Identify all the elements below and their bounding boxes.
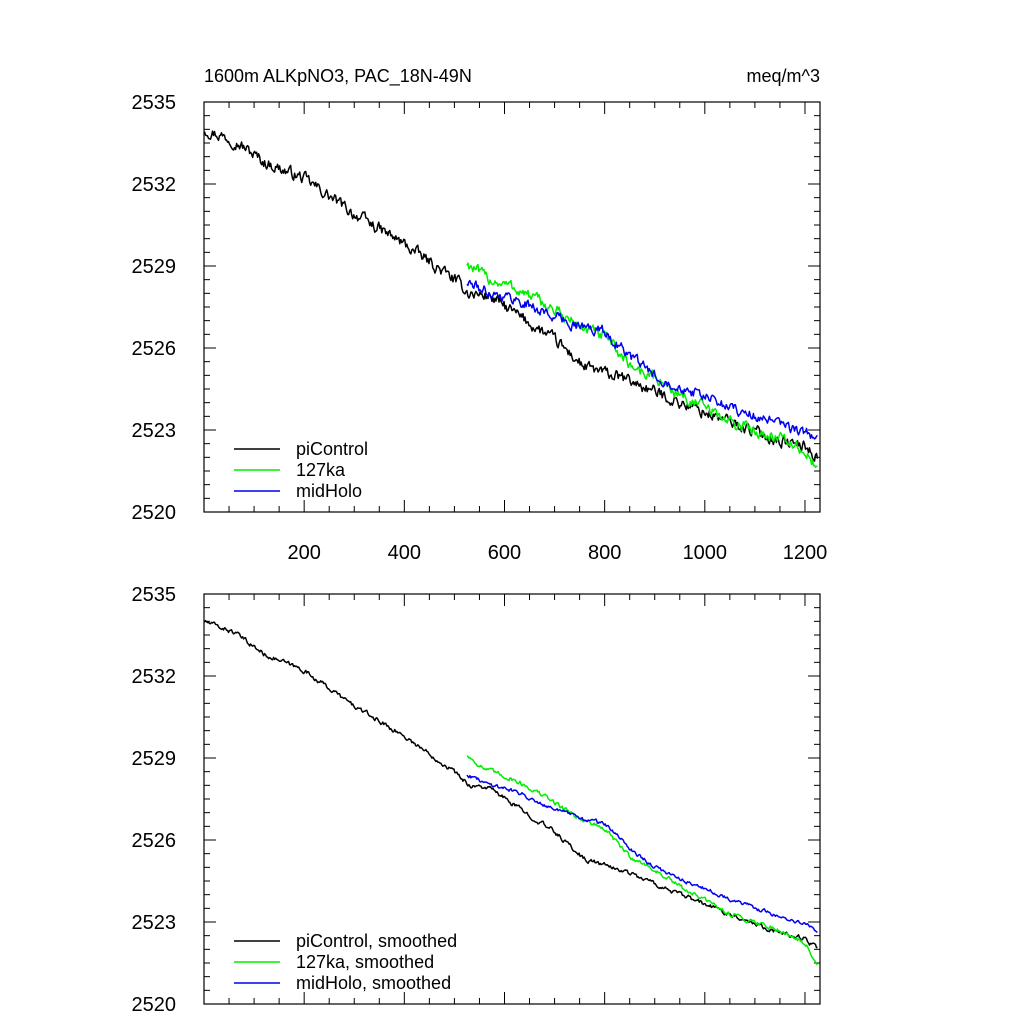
x-tick-label: 1200 [783,542,828,564]
series-line-piControl [203,130,819,462]
series-group-top [203,130,819,469]
legend-label: midHolo, smoothed [296,973,451,993]
x-tick-label: 400 [388,542,421,564]
legend-label: piControl [296,439,368,459]
axes-bottom: 2520 2523 2526 2529 2532 2535 [132,584,820,1016]
chart-title: 1600m ALKpNO3, PAC_18N-49N [204,66,472,87]
legend-label: piControl, smoothed [296,931,457,951]
y-tick-label: 2520 [132,994,177,1016]
y-tick-label: 2520 [132,502,177,524]
series-line-127ka [466,755,819,966]
series-line-midHolo [466,279,818,440]
x-tick-label: 200 [287,542,320,564]
plot-frame-top [203,101,821,513]
x-tick-label: 1000 [683,542,728,564]
series-group-bottom [203,619,819,966]
legend-label: 127ka [296,460,346,480]
chart-units: meq/m^3 [747,66,820,86]
y-tick-label: 2523 [132,420,177,442]
chart-bottom: 2520 2523 2526 2529 2532 2535 piControl, smoo… [132,584,821,1016]
series-line-piControl [203,619,818,949]
y-tick-label: 2529 [132,748,177,770]
chart-top: 1600m ALKpNO3, PAC_18N-49N meq/m^3 25202… [132,66,828,564]
legend-label: 127ka, smoothed [296,952,434,972]
x-tick-label: 600 [488,542,521,564]
y-tick-label: 2532 [132,174,177,196]
x-tick-label: 800 [588,542,621,564]
y-tick-label: 2523 [132,912,177,934]
series-line-127ka [466,262,818,469]
y-tick-label: 2532 [132,666,177,688]
y-tick-label: 2526 [132,338,177,360]
plot-frame-bottom [203,593,821,1005]
axes-top: 2520 2523 2526 2529 2532 2535 200 400 600 800 1000… [132,92,828,564]
y-tick-label: 2529 [132,256,177,278]
series-line-midHolo [466,774,818,933]
y-tick-label: 2535 [132,92,177,114]
y-tick-label: 2535 [132,584,177,606]
y-tick-label: 2526 [132,830,177,852]
legend-label: midHolo [296,481,362,501]
